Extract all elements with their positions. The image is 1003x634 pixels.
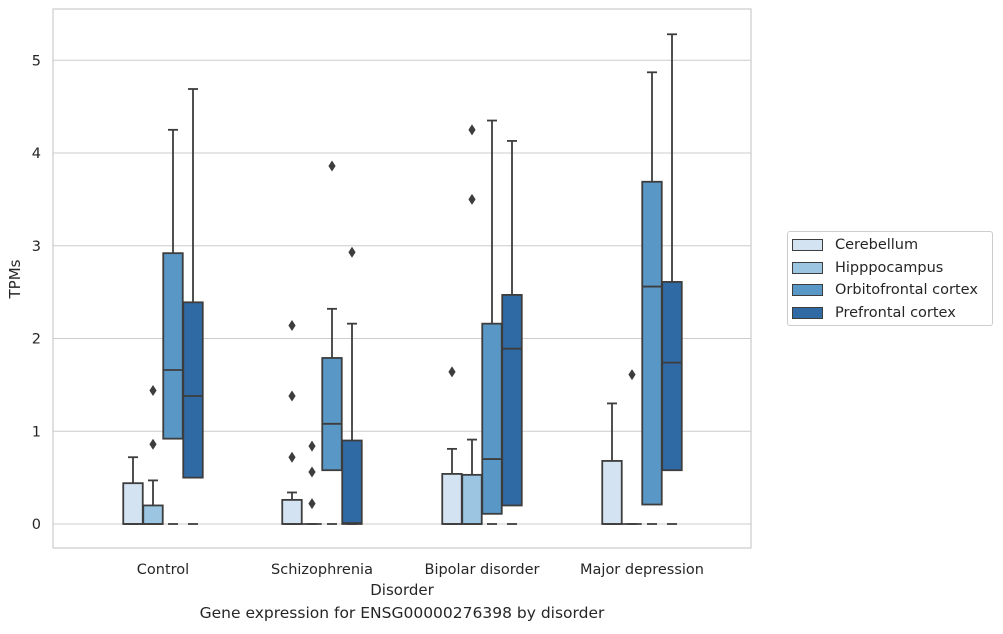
outlier-point bbox=[288, 390, 296, 402]
legend-swatch bbox=[792, 284, 823, 296]
outlier-point bbox=[308, 498, 316, 510]
outlier-point bbox=[328, 160, 336, 172]
series-cerebellum bbox=[122, 320, 623, 525]
box-series bbox=[122, 33, 683, 525]
box-iqr bbox=[661, 281, 683, 472]
box-iqr bbox=[162, 252, 184, 440]
legend-swatch bbox=[792, 306, 823, 319]
outlier-point bbox=[628, 369, 636, 381]
series-prefrontal-cortex bbox=[182, 33, 683, 525]
y-tick-label: 0 bbox=[32, 517, 41, 533]
box-iqr bbox=[441, 473, 463, 525]
outlier-point bbox=[348, 246, 356, 258]
x-axis-ticks: Control Schizophrenia Bipolar disorder Majo… bbox=[137, 562, 704, 578]
outlier-point bbox=[308, 466, 316, 478]
outlier-point bbox=[468, 124, 476, 136]
box-iqr bbox=[321, 357, 343, 472]
box bbox=[281, 320, 303, 525]
legend: Cerebellum Hipppocampus Orbitofrontal cort… bbox=[787, 231, 993, 326]
box-iqr bbox=[281, 498, 303, 525]
outlier-point bbox=[288, 320, 296, 332]
outlier-point bbox=[149, 384, 157, 396]
box-iqr bbox=[641, 180, 663, 506]
y-tick-label: 2 bbox=[32, 332, 41, 348]
box bbox=[302, 440, 322, 525]
series-hipppocampus bbox=[142, 124, 642, 525]
y-tick-label: 1 bbox=[32, 424, 41, 440]
legend-item: Hipppocampus bbox=[792, 257, 943, 279]
box bbox=[341, 246, 363, 525]
x-tick-label: Bipolar disorder bbox=[425, 562, 540, 578]
y-axis-label: TPMs bbox=[6, 259, 24, 299]
outlier-point bbox=[468, 193, 476, 205]
x-tick-label: Control bbox=[137, 562, 189, 578]
box bbox=[501, 140, 523, 525]
box-iqr bbox=[122, 482, 144, 525]
plot-frame bbox=[52, 8, 752, 549]
legend-swatch bbox=[792, 261, 823, 274]
y-tick-label: 5 bbox=[32, 53, 41, 69]
box bbox=[441, 366, 463, 525]
legend-swatch bbox=[792, 239, 823, 251]
box-iqr bbox=[341, 439, 363, 525]
box bbox=[122, 456, 144, 525]
x-tick-label: Schizophrenia bbox=[271, 562, 373, 578]
box bbox=[622, 369, 642, 525]
y-axis-ticks: 0 1 2 3 4 5 bbox=[32, 53, 41, 533]
x-tick-label: Major depression bbox=[580, 562, 704, 578]
box bbox=[601, 402, 623, 525]
legend-label: Prefrontal cortex bbox=[835, 304, 956, 321]
legend-item: Cerebellum bbox=[792, 234, 918, 256]
series-orbitofrontal-cortex bbox=[162, 71, 663, 525]
box bbox=[182, 88, 204, 525]
legend-item: Prefrontal cortex bbox=[792, 302, 956, 324]
legend-label: Hipppocampus bbox=[835, 259, 944, 276]
x-axis-label: Disorder bbox=[370, 581, 434, 599]
box-iqr bbox=[481, 322, 503, 515]
box bbox=[162, 128, 184, 525]
box-iqr bbox=[501, 294, 523, 507]
outlier-point bbox=[308, 440, 316, 452]
box-iqr bbox=[601, 460, 623, 525]
outlier-point bbox=[149, 438, 157, 450]
box bbox=[321, 160, 343, 525]
legend-label: Cerebellum bbox=[835, 237, 919, 253]
outlier-point bbox=[448, 366, 456, 378]
legend-label: Orbitofrontal cortex bbox=[835, 282, 978, 298]
box bbox=[142, 384, 164, 525]
box-iqr bbox=[142, 504, 164, 525]
box-iqr bbox=[182, 301, 204, 479]
box-iqr bbox=[461, 473, 483, 525]
box bbox=[461, 124, 483, 525]
box bbox=[641, 71, 663, 525]
box bbox=[661, 33, 683, 525]
box bbox=[481, 119, 503, 525]
outlier-point bbox=[288, 451, 296, 463]
legend-item: Orbitofrontal cortex bbox=[792, 279, 978, 301]
y-tick-label: 3 bbox=[32, 239, 41, 255]
figure-caption: Gene expression for ENSG00000276398 by d… bbox=[199, 604, 605, 622]
y-tick-label: 4 bbox=[32, 146, 41, 162]
